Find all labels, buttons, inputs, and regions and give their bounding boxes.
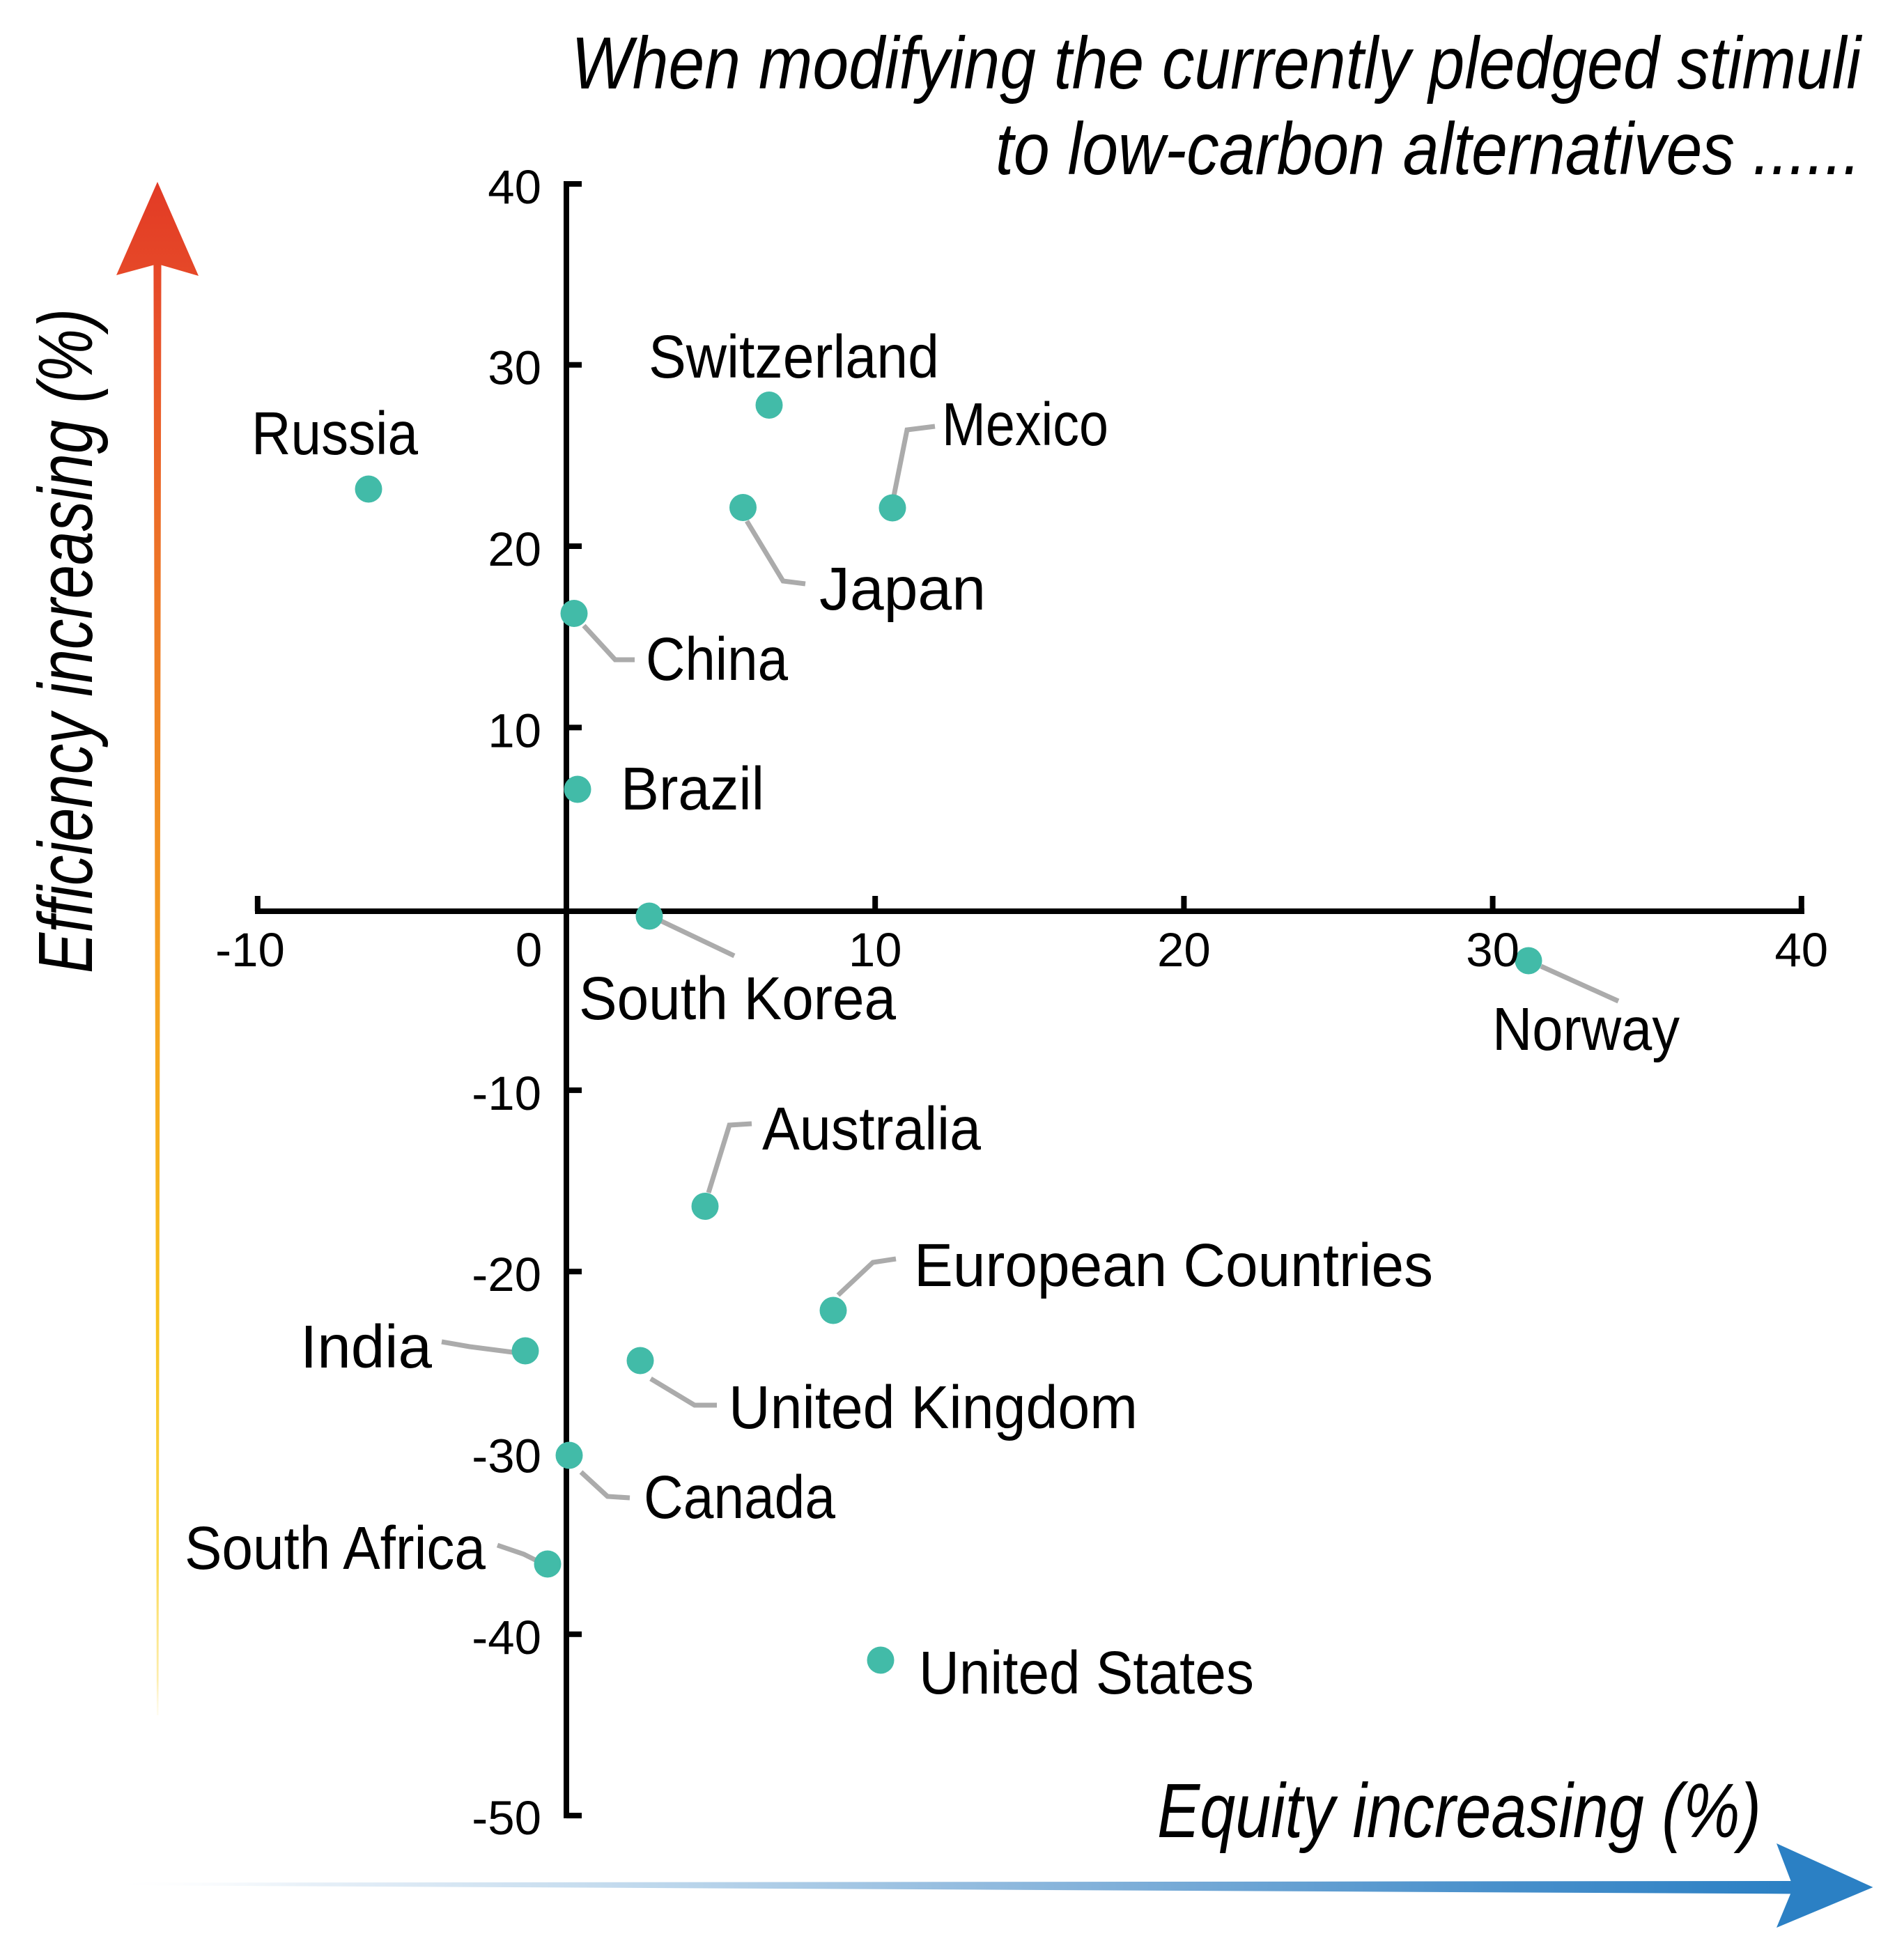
svg-text:United States: United States (919, 1639, 1254, 1707)
svg-text:10: 10 (849, 923, 902, 977)
svg-text:-10: -10 (215, 923, 285, 977)
svg-text:20: 20 (1157, 923, 1211, 977)
svg-text:Switzerland: Switzerland (649, 323, 939, 391)
svg-text:-50: -50 (472, 1791, 541, 1845)
svg-text:Australia: Australia (762, 1095, 982, 1163)
svg-text:-30: -30 (472, 1430, 541, 1483)
svg-text:Russia: Russia (251, 400, 419, 467)
svg-text:0: 0 (516, 923, 542, 977)
svg-text:30: 30 (488, 341, 541, 395)
svg-text:European Countries: European Countries (914, 1232, 1433, 1299)
svg-text:Canada: Canada (644, 1464, 836, 1531)
svg-text:When modifying the currently p: When modifying the currently pledged sti… (571, 22, 1862, 104)
svg-text:Japan: Japan (819, 555, 986, 623)
svg-text:40: 40 (1774, 923, 1828, 977)
svg-text:United Kingdom: United Kingdom (729, 1374, 1138, 1441)
svg-text:-10: -10 (472, 1067, 541, 1120)
svg-text:-40: -40 (472, 1611, 541, 1664)
svg-text:-20: -20 (472, 1248, 541, 1301)
svg-text:Norway: Norway (1492, 996, 1680, 1063)
svg-text:30: 30 (1466, 923, 1519, 977)
svg-text:China: China (646, 626, 789, 693)
svg-text:Efficiency increasing (%): Efficiency increasing (%) (23, 309, 109, 973)
svg-text:20: 20 (488, 522, 541, 576)
svg-text:India: India (300, 1313, 433, 1381)
svg-text:to low-carbon alternatives ...: to low-carbon alternatives ...... (996, 108, 1861, 190)
svg-text:Brazil: Brazil (621, 755, 764, 823)
svg-text:South Korea: South Korea (579, 965, 897, 1032)
svg-text:10: 10 (488, 704, 541, 757)
svg-text:40: 40 (488, 160, 541, 214)
svg-text:Mexico: Mexico (942, 391, 1108, 458)
svg-text:South Africa: South Africa (185, 1515, 486, 1582)
svg-text:Equity increasing (%): Equity increasing (%) (1157, 1768, 1761, 1854)
